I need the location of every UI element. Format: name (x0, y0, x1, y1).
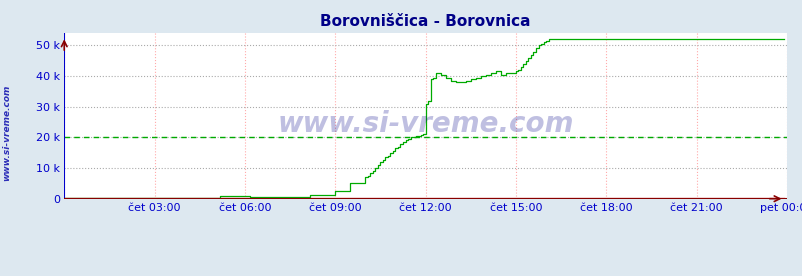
Title: Borovniščica - Borovnica: Borovniščica - Borovnica (320, 14, 530, 29)
Text: www.si-vreme.com: www.si-vreme.com (2, 84, 11, 181)
Text: www.si-vreme.com: www.si-vreme.com (277, 110, 573, 138)
